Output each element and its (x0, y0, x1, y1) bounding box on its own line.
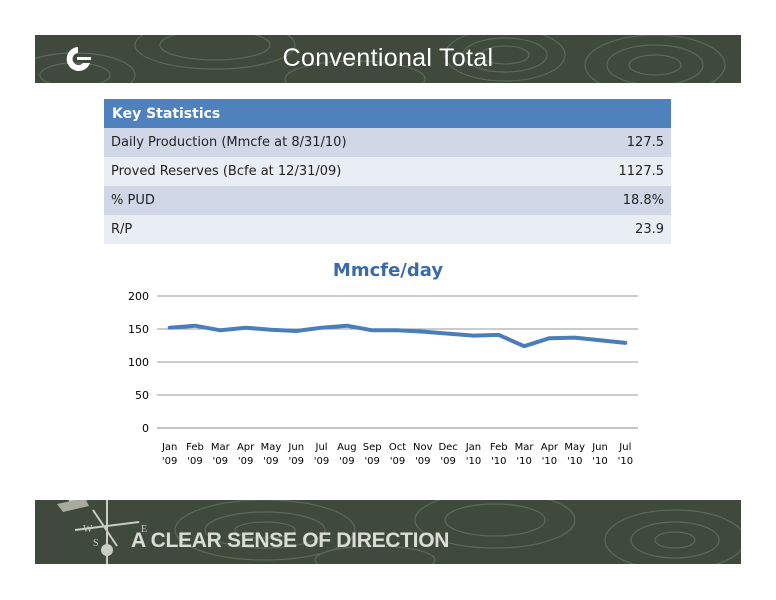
tagline: A CLEAR SENSE OF DIRECTION (131, 529, 450, 552)
series-line (167, 323, 628, 349)
x-tick-label: '09 (162, 456, 177, 467)
y-tick-label: 50 (135, 389, 149, 402)
x-tick-label: Aug (337, 442, 357, 453)
x-tick-label: May (261, 442, 282, 453)
x-tick-label: '09 (263, 456, 278, 467)
y-tick-label: 100 (128, 356, 149, 369)
x-tick-label: Nov (413, 442, 433, 453)
x-tick-label: May (564, 442, 585, 453)
x-tick-label: Jun (287, 442, 304, 453)
x-tick-label: Feb (186, 442, 204, 453)
x-tick-label: '09 (238, 456, 253, 467)
chart-title: Mmcfe/day (332, 260, 444, 281)
weathervane-icon: W E S (57, 500, 147, 564)
x-tick-label: '10 (567, 456, 582, 467)
table-row: % PUD 18.8% (104, 186, 671, 215)
x-tick-label: '09 (390, 456, 405, 467)
row-value: 127.5 (561, 128, 671, 157)
x-tick-label: '09 (440, 456, 455, 467)
svg-text:E: E (141, 524, 147, 535)
row-label: Daily Production (Mmcfe at 8/31/10) (104, 128, 562, 157)
company-logo-icon (66, 47, 91, 71)
svg-text:S: S (93, 538, 99, 549)
x-tick-label: Jun (591, 442, 608, 453)
x-tick-label: '09 (314, 456, 329, 467)
x-tick-label: Jul (315, 442, 328, 453)
x-tick-label: '10 (618, 456, 633, 467)
x-tick-label: '09 (339, 456, 354, 467)
y-tick-label: 200 (128, 290, 149, 303)
y-tick-label: 0 (142, 422, 149, 435)
x-tick-label: Dec (438, 442, 457, 453)
x-tick-label: Oct (389, 442, 406, 453)
topographic-pattern (35, 35, 726, 83)
x-tick-label: '10 (491, 456, 506, 467)
x-tick-label: '09 (364, 456, 379, 467)
x-tick-label: '09 (187, 456, 202, 467)
x-tick-label: Jan (161, 442, 177, 453)
key-statistics-table: Key Statistics Daily Production (Mmcfe a… (104, 99, 671, 244)
production-line-chart: 0 50 100 150 200 Jan '09 Feb '09 Mar '09 Apr '09 May '… (128, 290, 638, 467)
x-tick-label: Mar (211, 442, 231, 453)
x-tick-label: Jul (618, 442, 631, 453)
footer-banner: W E S A CLEAR SENSE OF DIRECTION (35, 500, 741, 564)
row-value: 23.9 (561, 215, 671, 244)
topographic-pattern (174, 500, 741, 564)
x-tick-label: Apr (237, 442, 255, 453)
x-tick-label: Jan (465, 442, 481, 453)
y-tick-label: 150 (128, 323, 149, 336)
row-label: Proved Reserves (Bcfe at 12/31/09) (104, 157, 562, 186)
x-tick-label: Sep (363, 442, 382, 453)
row-label: R/P (104, 215, 562, 244)
slide-title: Conventional Total (282, 44, 494, 72)
row-label: % PUD (104, 186, 562, 215)
x-tick-label: '09 (288, 456, 303, 467)
x-tick-label: '10 (542, 456, 557, 467)
x-tick-label: '10 (592, 456, 607, 467)
table-row: R/P 23.9 (104, 215, 671, 244)
table-row: Proved Reserves (Bcfe at 12/31/09) 1127.… (104, 157, 671, 186)
x-tick-label: Feb (490, 442, 508, 453)
x-tick-label: Apr (541, 442, 559, 453)
x-tick-label: Mar (515, 442, 535, 453)
x-tick-label: '10 (516, 456, 531, 467)
table-heading: Key Statistics (104, 99, 671, 128)
row-value: 18.8% (561, 186, 671, 215)
header-banner: Conventional Total (35, 35, 741, 83)
x-tick-label: '09 (415, 456, 430, 467)
svg-text:W: W (83, 524, 93, 535)
row-value: 1127.5 (561, 157, 671, 186)
x-tick-label: '10 (466, 456, 481, 467)
x-tick-label: '09 (213, 456, 228, 467)
table-row: Daily Production (Mmcfe at 8/31/10) 127.… (104, 128, 671, 157)
